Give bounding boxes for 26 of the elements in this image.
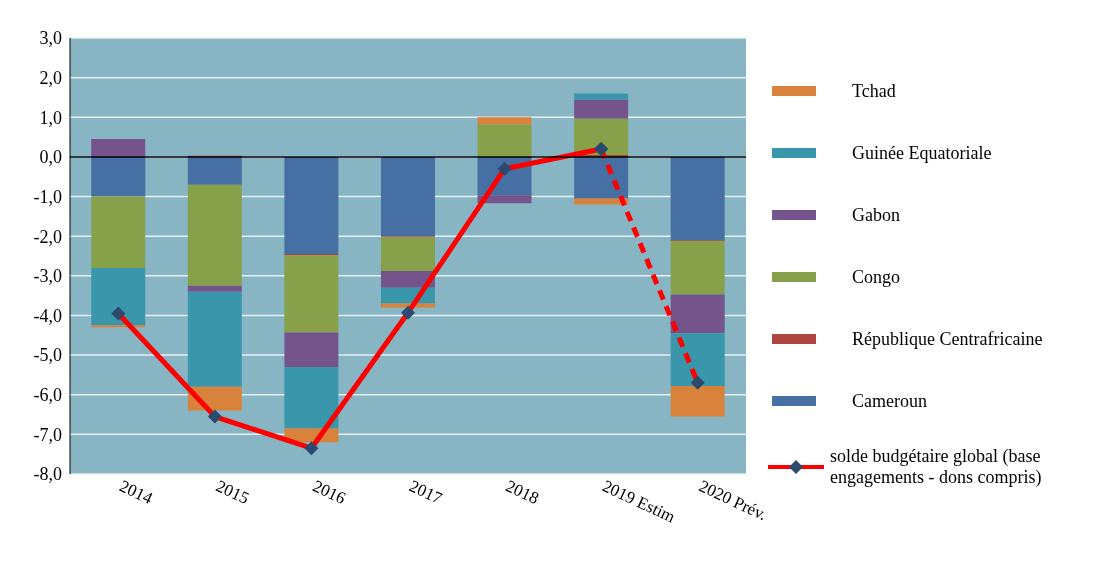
y-tick-label: -3,0	[33, 266, 62, 287]
x-tick-label: 2020 Prév.	[696, 476, 770, 525]
legend-label: solde budgétaire global (base engagements - dons compris)	[830, 446, 1043, 488]
x-tick-label: 2016	[309, 476, 349, 508]
y-tick-label: 2,0	[39, 68, 62, 89]
legend-label: Tchad	[852, 80, 897, 102]
y-tick-label: -2,0	[33, 226, 62, 247]
legend-label: Congo	[852, 266, 901, 288]
legend-label: République Centrafricaine	[852, 328, 1044, 350]
y-tick-label: -8,0	[33, 464, 62, 485]
y-tick-label: -6,0	[33, 385, 62, 406]
y-tick-label: -4,0	[33, 305, 62, 326]
legend-label: Guinée Equatoriale	[852, 142, 993, 164]
y-tick-label: -7,0	[33, 424, 62, 445]
x-tick-label: 2019 Estim	[599, 476, 679, 527]
x-tick-label: 2015	[213, 476, 253, 508]
x-tick-label: 2017	[406, 476, 446, 509]
x-tick-label: 2018	[502, 476, 542, 508]
y-tick-label: 3,0	[39, 28, 62, 49]
y-tick-label: 1,0	[39, 107, 62, 128]
y-tick-label: -1,0	[33, 186, 62, 207]
legend-label: Cameroun	[852, 390, 928, 412]
y-tick-label: -5,0	[33, 345, 62, 366]
y-tick-label: 0,0	[39, 147, 62, 168]
legend-label: Gabon	[852, 204, 901, 226]
x-tick-label: 2014	[116, 476, 156, 509]
